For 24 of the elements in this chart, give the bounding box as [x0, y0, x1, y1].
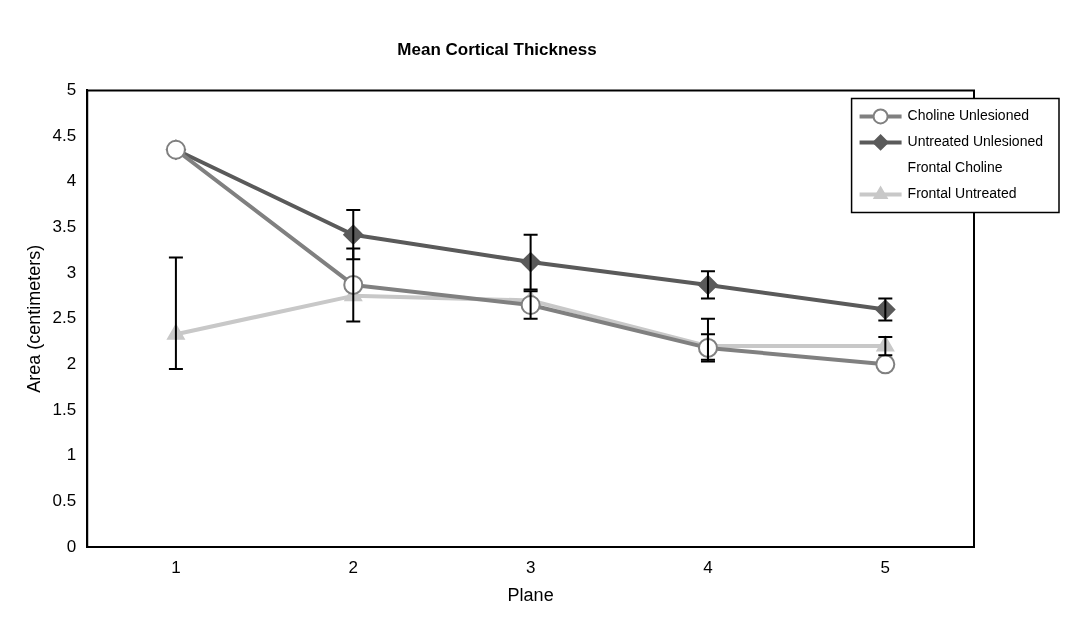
y-tick-label: 1.5	[52, 399, 77, 419]
y-tick-label: 2.5	[52, 308, 77, 328]
y-tick-label: 2	[66, 354, 77, 374]
legend-label: Untreated Unlesioned	[907, 133, 1043, 150]
chart-title: Mean Cortical Thickness	[397, 39, 597, 59]
legend-label: Frontal Untreated	[907, 185, 1017, 202]
y-tick-label: 4.5	[52, 125, 77, 145]
x-tick-label: 3	[525, 557, 536, 577]
y-tick-label: 1	[66, 445, 77, 465]
y-tick-label: 3	[66, 262, 77, 282]
y-tick-label: 4	[66, 171, 77, 191]
text: Frontal Choline	[907, 159, 1003, 176]
y-tick-label: 5	[66, 80, 77, 100]
x-tick-label: 2	[348, 557, 358, 577]
x-tick-label: 1	[171, 557, 181, 577]
point	[875, 354, 896, 375]
x-axis-title: Plane	[507, 585, 554, 606]
y-tick-label: 0.5	[52, 491, 77, 511]
y-axis-title: Area (centimeters)	[23, 244, 44, 393]
y-tick-label: 0	[66, 536, 77, 556]
legend-label: Choline Unlesioned	[907, 107, 1029, 124]
x-tick-label: 4	[703, 557, 713, 577]
y-tick-label: 3.5	[52, 217, 77, 237]
x-tick-label: 5	[880, 557, 891, 577]
